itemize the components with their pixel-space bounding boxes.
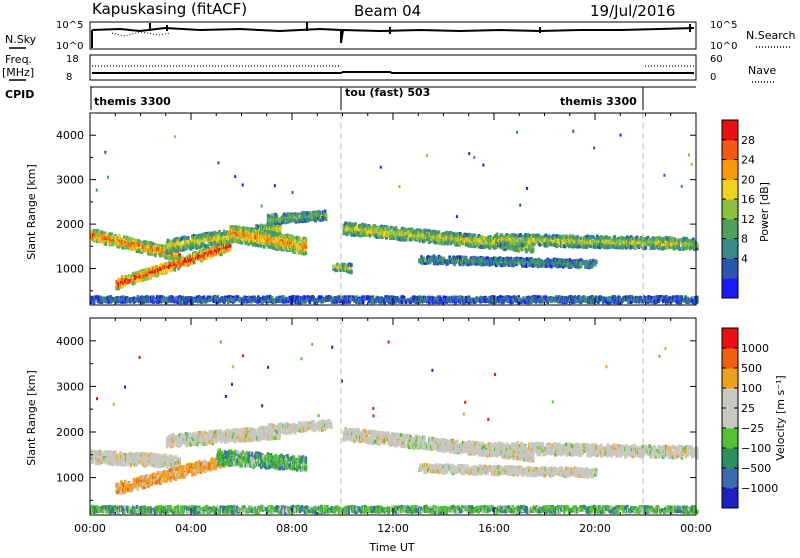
power-data-cell — [325, 217, 328, 221]
power-data-cell — [305, 238, 308, 242]
power-data-cell — [229, 248, 232, 252]
power-data-cell — [162, 270, 165, 274]
freq-unit: [MHz] — [2, 66, 34, 79]
nave-label: Nave — [748, 64, 776, 77]
power-data-cell — [93, 229, 96, 233]
power-data-cell — [627, 242, 630, 246]
nsearch-label: N.Search — [746, 29, 796, 42]
power-data-cell — [305, 251, 308, 255]
freq-tick-bottom: 8 — [66, 72, 72, 83]
date-label: 19/Jul/2016 — [590, 2, 675, 20]
power-data-cell — [275, 232, 278, 236]
power-data-cell — [294, 249, 297, 253]
power-data-cell — [303, 214, 306, 218]
power-data-cell — [640, 236, 643, 240]
power-data-cell — [595, 260, 598, 264]
nsky-spikes — [92, 22, 690, 48]
cpid-segment-1: themis 3300 — [94, 95, 171, 108]
nsearch-trace — [112, 32, 170, 36]
power-data-cell — [679, 247, 682, 251]
power-data-cell — [166, 269, 169, 273]
power-data-cell — [93, 300, 96, 304]
power-data-cell — [363, 297, 366, 301]
freq-tick-top: 18 — [66, 54, 79, 65]
freq-label: Freq. — [5, 53, 32, 66]
power-data-cell — [125, 275, 128, 279]
cpid-segment-3: themis 3300 — [560, 95, 637, 108]
power-data-cell — [167, 239, 170, 243]
power-data-cell — [193, 260, 196, 264]
power-data-cell — [532, 248, 535, 252]
nave-tick-bottom: 0 — [710, 72, 716, 83]
power-data-cell — [325, 214, 328, 218]
nsky-panel — [90, 22, 696, 49]
power-data-cell — [151, 273, 154, 277]
nsearch-tick-top: 10^5 — [710, 20, 737, 31]
freq-trace — [92, 72, 694, 73]
power-data-cell — [350, 263, 353, 267]
power-data-cell — [279, 227, 282, 231]
freq-panel — [90, 55, 696, 80]
power-data-cell — [105, 242, 108, 246]
nsearch-tick-bottom: 10^0 — [710, 41, 737, 52]
cpid-label: CPID — [5, 88, 34, 101]
power-data-cell — [260, 244, 263, 248]
station-title: Kapuskasing (fitACF) — [92, 0, 247, 18]
beam-label: Beam 04 — [354, 2, 421, 20]
nsky-trace — [92, 28, 694, 43]
power-data-cell — [305, 242, 308, 246]
power-plot-area — [90, 113, 696, 305]
power-data-cell — [276, 215, 279, 219]
nsky-tick-top: 10^5 — [56, 20, 83, 31]
nsky-tick-bottom: 10^0 — [56, 41, 83, 52]
power-data-cell — [187, 236, 190, 240]
power-data-cell — [350, 270, 353, 274]
nsky-label: N.Sky — [5, 33, 37, 46]
cpid-segment-2: tou (fast) 503 — [345, 86, 430, 99]
nave-tick-top: 60 — [710, 54, 723, 65]
